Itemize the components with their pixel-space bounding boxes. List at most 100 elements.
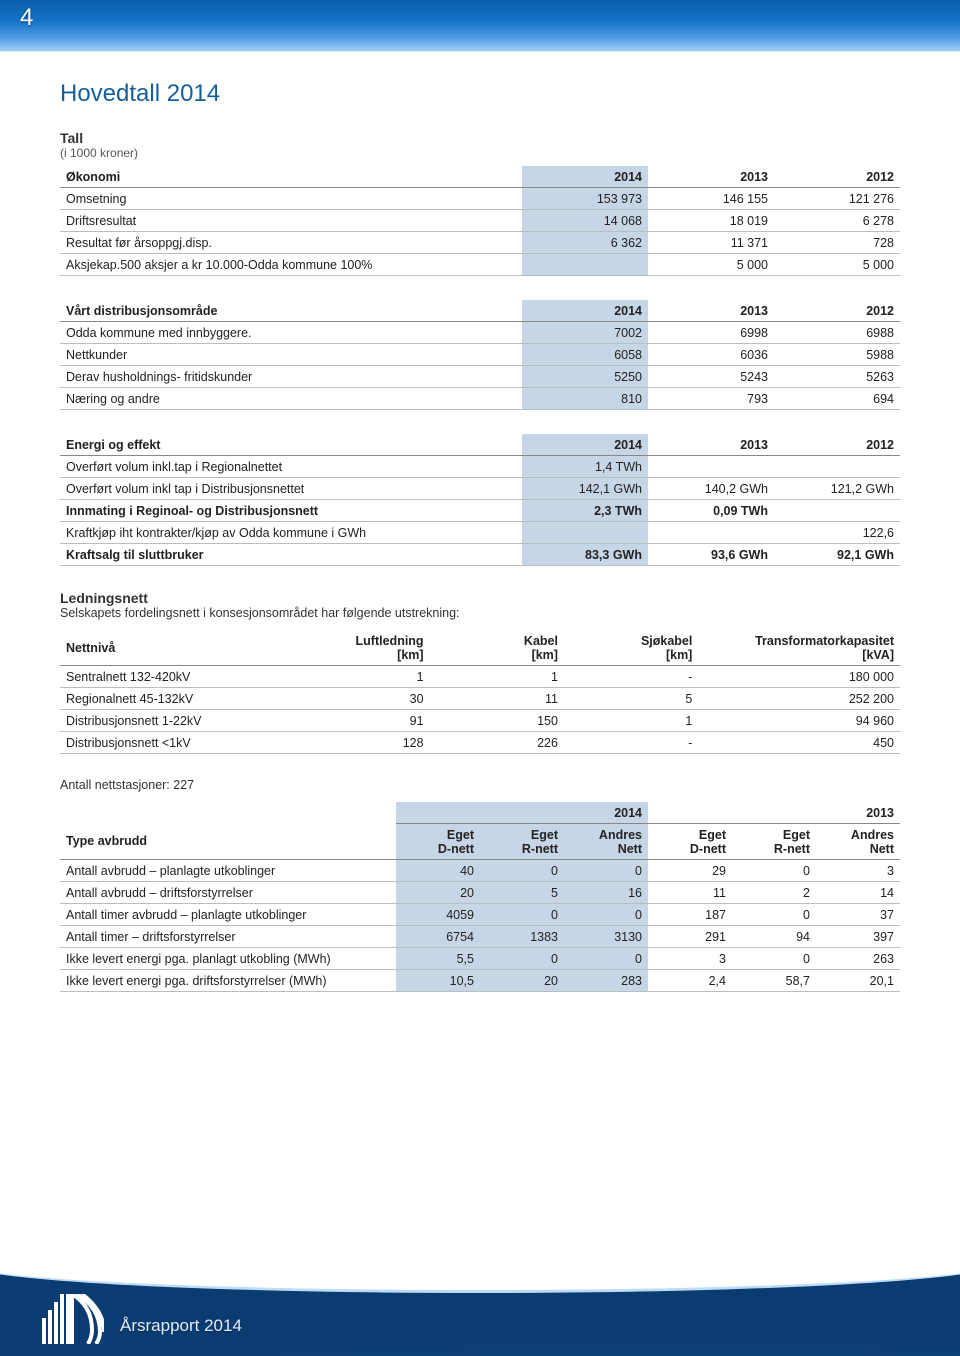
cell: 11 (648, 882, 732, 904)
cell: Innmating i Reginoal- og Distribusjonsne… (60, 500, 522, 522)
cell: 146 155 (648, 188, 774, 210)
th-blank (60, 802, 396, 824)
cell: Kraftkjøp iht kontrakter/kjøp av Odda ko… (60, 522, 522, 544)
bottom-band: Årsrapport 2014 (0, 1256, 960, 1356)
cell: 140,2 GWh (648, 478, 774, 500)
cell: 2,3 TWh (522, 500, 648, 522)
cell: 6 362 (522, 232, 648, 254)
cell: 10,5 (396, 970, 480, 992)
cell: 14 (816, 882, 900, 904)
logo-icon (42, 1294, 104, 1344)
avbrudd-table: 2014 2013 Type avbruddEgetD-nettEgetR-ne… (60, 802, 900, 992)
cell (774, 500, 900, 522)
cell: 5 000 (774, 254, 900, 276)
th: Vårt distribusjonsområde (60, 300, 522, 322)
cell (522, 254, 648, 276)
cell: 20 (480, 970, 564, 992)
th: 2013 (648, 166, 774, 188)
th: Kabel[km] (430, 630, 564, 666)
cell: Distribusjonsnett <1kV (60, 732, 295, 754)
cell: Antall avbrudd – planlagte utkoblinger (60, 860, 396, 882)
cell: 11 (430, 688, 564, 710)
nettniva-table: NettnivåLuftledning[km]Kabel[km]Sjøkabel… (60, 630, 900, 754)
th: 2014 (522, 166, 648, 188)
cell: 283 (564, 970, 648, 992)
cell: 142,1 GWh (522, 478, 648, 500)
cell: 0 (732, 948, 816, 970)
th: AndresNett (564, 824, 648, 860)
cell: 6988 (774, 322, 900, 344)
th: EgetR-nett (732, 824, 816, 860)
cell: 0 (564, 904, 648, 926)
page-title: Hovedtall 2014 (60, 80, 900, 108)
cell: Overført volum inkl.tap i Regionalnettet (60, 456, 522, 478)
cell: Regionalnett 45-132kV (60, 688, 295, 710)
cell: 1 (564, 710, 698, 732)
cell: 397 (816, 926, 900, 948)
cell: Omsetning (60, 188, 522, 210)
cell: 30 (295, 688, 429, 710)
cell: 263 (816, 948, 900, 970)
cell: Kraftsalg til sluttbruker (60, 544, 522, 566)
cell: 1383 (480, 926, 564, 948)
cell: Aksjekap.500 aksjer a kr 10.000-Odda kom… (60, 254, 522, 276)
th-year-2013: 2013 (648, 802, 900, 824)
th: Økonomi (60, 166, 522, 188)
cell: 11 371 (648, 232, 774, 254)
th: 2013 (648, 434, 774, 456)
cell: 153 973 (522, 188, 648, 210)
cell: 5 (480, 882, 564, 904)
th: 2014 (522, 434, 648, 456)
okonomi-table: Økonomi 2014 2013 2012 Omsetning153 9731… (60, 166, 900, 276)
cell: 94 960 (698, 710, 900, 732)
cell: 187 (648, 904, 732, 926)
distrib-table: Vårt distribusjonsområde 2014 2013 2012 … (60, 300, 900, 410)
cell (522, 522, 648, 544)
cell: 91 (295, 710, 429, 732)
cell: Næring og andre (60, 388, 522, 410)
cell: 5243 (648, 366, 774, 388)
th: EgetD-nett (648, 824, 732, 860)
th: 2012 (774, 166, 900, 188)
page-number: 4 (20, 4, 33, 32)
cell: 0,09 TWh (648, 500, 774, 522)
cell: 450 (698, 732, 900, 754)
cell: Odda kommune med innbyggere. (60, 322, 522, 344)
cell: 122,6 (774, 522, 900, 544)
th: 2012 (774, 300, 900, 322)
cell: 58,7 (732, 970, 816, 992)
cell: 2 (732, 882, 816, 904)
cell: 6754 (396, 926, 480, 948)
tall-heading: Tall (60, 130, 900, 146)
cell: 83,3 GWh (522, 544, 648, 566)
th: 2014 (522, 300, 648, 322)
cell: 6998 (648, 322, 774, 344)
cell: 40 (396, 860, 480, 882)
cell (648, 522, 774, 544)
cell: 226 (430, 732, 564, 754)
cell: Antall timer avbrudd – planlagte utkobli… (60, 904, 396, 926)
th: Transformatorkapasitet[kVA] (698, 630, 900, 666)
th: Sjøkabel[km] (564, 630, 698, 666)
cell: 3 (648, 948, 732, 970)
cell: Ikke levert energi pga. driftsforstyrrel… (60, 970, 396, 992)
cell (774, 456, 900, 478)
top-band: 4 (0, 0, 960, 50)
cell: 128 (295, 732, 429, 754)
th: Luftledning[km] (295, 630, 429, 666)
cell: 0 (732, 904, 816, 926)
th-year-2014: 2014 (396, 802, 648, 824)
cell: Nettkunder (60, 344, 522, 366)
cell: 180 000 (698, 666, 900, 688)
cell: 3130 (564, 926, 648, 948)
cell: 793 (648, 388, 774, 410)
cell: 3 (816, 860, 900, 882)
th: EgetR-nett (480, 824, 564, 860)
cell: 291 (648, 926, 732, 948)
cell: 0 (732, 860, 816, 882)
cell: Antall avbrudd – driftsforstyrrelser (60, 882, 396, 904)
cell: 5 000 (648, 254, 774, 276)
cell: - (564, 666, 698, 688)
energi-table: Energi og effekt 2014 2013 2012 Overført… (60, 434, 900, 566)
cell: Overført volum inkl tap i Distribusjonsn… (60, 478, 522, 500)
